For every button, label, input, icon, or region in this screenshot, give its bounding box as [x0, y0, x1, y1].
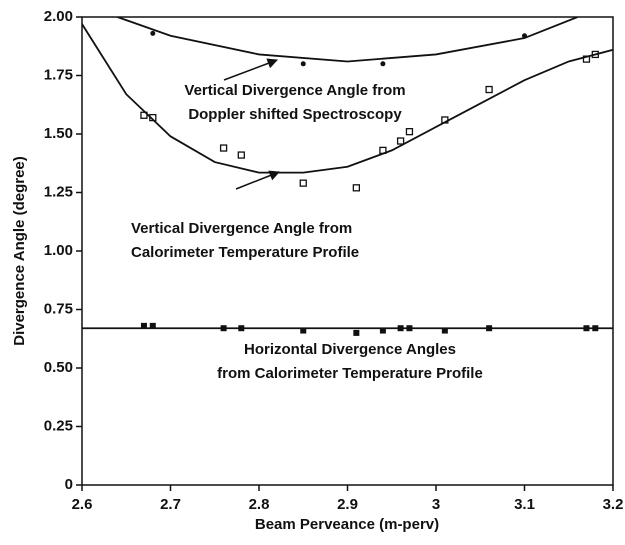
point	[300, 327, 307, 334]
point	[237, 151, 245, 159]
x-tick-label: 2.7	[160, 496, 181, 513]
arrow	[235, 170, 280, 190]
x-tick-label: 2.8	[249, 496, 270, 513]
point	[405, 128, 414, 136]
point	[150, 30, 156, 36]
point	[353, 329, 360, 336]
arrow	[223, 58, 278, 81]
x-tick-label: 3.1	[514, 496, 535, 513]
point	[149, 322, 156, 329]
x-axis-label: Beam Perveance (m-perv)	[255, 516, 439, 533]
x-tick-label: 2.6	[72, 496, 93, 513]
y-tick-label: 1.75	[44, 66, 73, 83]
y-tick-label: 1.25	[44, 183, 73, 200]
point	[380, 61, 386, 67]
point	[352, 184, 361, 192]
point	[299, 179, 307, 187]
y-tick-label: 0.50	[44, 359, 73, 376]
y-tick-label: 2.00	[44, 8, 73, 25]
x-tick-label: 3.2	[603, 496, 624, 513]
point	[441, 327, 448, 334]
annotation: Vertical Divergence Angle from	[184, 82, 405, 99]
point	[485, 85, 493, 94]
annotation: Horizontal Divergence Angles	[244, 341, 456, 358]
y-tick-label: 0.25	[44, 417, 73, 434]
x-tick-label: 3	[432, 496, 440, 513]
fit-curve	[82, 23, 613, 174]
point	[140, 322, 147, 329]
point	[300, 61, 306, 67]
fit-curve	[117, 17, 578, 63]
y-tick-label: 1.00	[44, 242, 73, 259]
annotation: Vertical Divergence Angle from	[131, 220, 352, 237]
y-tick-label: 1.50	[44, 125, 73, 142]
annotation: Calorimeter Temperature Profile	[131, 244, 359, 261]
point	[396, 137, 405, 145]
annotation: Doppler shifted Spectroscopy	[188, 106, 402, 123]
point	[219, 144, 228, 152]
y-axis-label: Divergence Angle (degree)	[11, 156, 28, 346]
x-tick-label: 2.9	[337, 496, 358, 513]
annotation: from Calorimeter Temperature Profile	[217, 365, 483, 382]
y-tick-label: 0	[65, 476, 73, 493]
y-tick-label: 0.75	[44, 300, 73, 317]
point	[379, 327, 386, 334]
